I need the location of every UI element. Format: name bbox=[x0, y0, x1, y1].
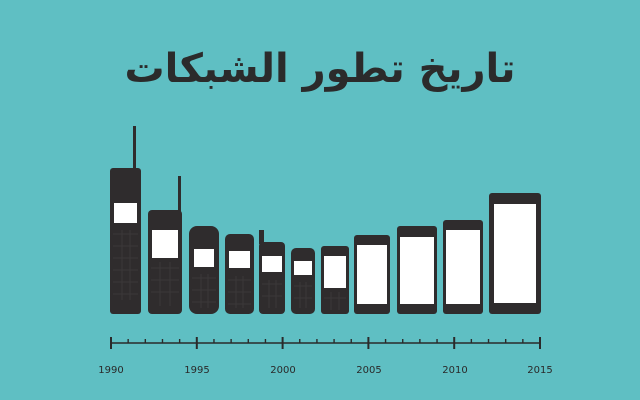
phone-body bbox=[189, 226, 219, 314]
phone-candybar-4 bbox=[291, 248, 315, 314]
keypad bbox=[113, 230, 138, 300]
phone-screen bbox=[400, 237, 434, 304]
phone-antenna bbox=[178, 176, 181, 212]
phone-body bbox=[291, 248, 315, 314]
phone-antenna bbox=[259, 230, 264, 244]
keypad bbox=[151, 262, 179, 306]
year-label-2015: 2015 bbox=[527, 365, 552, 376]
phone-screen bbox=[194, 249, 214, 267]
phone-screen bbox=[494, 204, 536, 303]
phone-candybar-2 bbox=[225, 234, 254, 314]
phone-screen bbox=[152, 230, 178, 258]
year-label-2000: 2000 bbox=[270, 365, 295, 376]
keypad bbox=[192, 274, 216, 308]
year-label-2010: 2010 bbox=[442, 365, 467, 376]
phone-body bbox=[225, 234, 254, 314]
phone-candybar-3 bbox=[259, 230, 285, 314]
phone-flip bbox=[148, 176, 182, 314]
page-title: تاريخ تطور الشبكات bbox=[124, 46, 516, 92]
keypad bbox=[294, 282, 312, 308]
phone-smartphone-2 bbox=[397, 226, 437, 314]
phone-screen bbox=[446, 230, 480, 304]
phone-screen bbox=[294, 261, 312, 275]
keypad bbox=[324, 292, 346, 310]
phone-smartphone-3 bbox=[443, 220, 483, 314]
phone-body bbox=[259, 242, 285, 314]
phone-smartphone-4 bbox=[489, 193, 541, 314]
phone-screen bbox=[262, 256, 282, 272]
phone-screen bbox=[114, 203, 137, 223]
keypad bbox=[262, 280, 282, 308]
phones-group bbox=[110, 126, 541, 314]
keypad bbox=[228, 276, 251, 308]
phone-body bbox=[148, 210, 182, 314]
phone-screen bbox=[324, 256, 346, 288]
timeline-axis: 1990 1995 2000 2005 2010 2015 bbox=[98, 337, 553, 376]
phone-smartphone-1 bbox=[354, 235, 390, 314]
phone-candybar-1 bbox=[189, 226, 219, 314]
phone-body bbox=[110, 168, 141, 314]
phone-screen bbox=[229, 251, 250, 268]
phone-antenna bbox=[133, 126, 136, 170]
axis-ticks bbox=[110, 337, 541, 349]
year-label-1990: 1990 bbox=[98, 365, 123, 376]
axis-labels: 1990 1995 2000 2005 2010 2015 bbox=[98, 365, 552, 376]
phone-brick bbox=[110, 126, 141, 314]
year-label-2005: 2005 bbox=[356, 365, 381, 376]
phone-candybar-5 bbox=[321, 246, 349, 314]
year-label-1995: 1995 bbox=[184, 365, 209, 376]
phone-screen bbox=[357, 245, 387, 304]
